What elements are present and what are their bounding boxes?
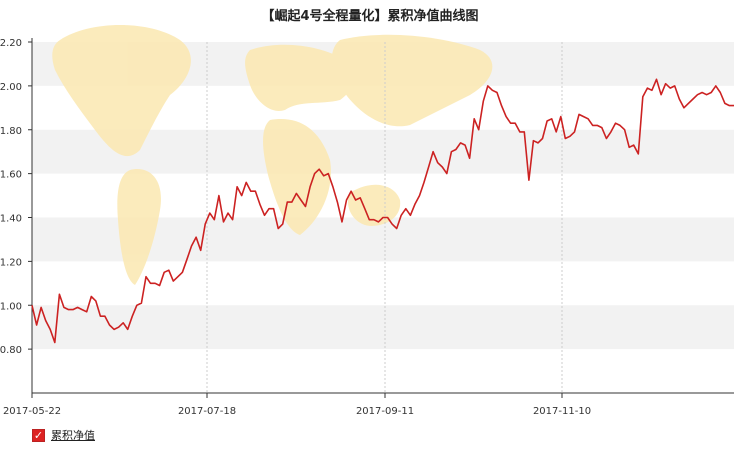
y-tick-label: 1.20 <box>0 257 22 268</box>
chart-title: 【崛起4号全程量化】累积净值曲线图 <box>261 8 478 24</box>
series-line-nav <box>31 78 734 344</box>
y-tick-labels: 0.80 1.00 1.20 1.40 1.60 1.80 2.00 2.20 <box>0 38 32 356</box>
legend-checkbox-icon[interactable]: ✓ <box>32 428 45 442</box>
legend[interactable]: ✓ 累积净值 <box>32 427 95 443</box>
y-tick-label: 1.40 <box>0 214 22 225</box>
y-tick-label: 1.60 <box>0 170 22 181</box>
axes <box>31 38 734 394</box>
x-tick-label: 2017-05-22 <box>3 406 61 417</box>
y-tick-label: 2.20 <box>0 38 22 49</box>
x-tick-labels: 2017-05-22 2017-07-18 2017-09-11 2017-11-10 <box>3 393 591 417</box>
legend-label[interactable]: 累积净值 <box>51 429 95 442</box>
x-tick-label: 2017-11-10 <box>533 406 591 417</box>
grid-lines <box>206 42 563 393</box>
grid-band <box>32 305 734 350</box>
world-map-watermark <box>52 25 493 285</box>
y-tick-label: 2.00 <box>0 82 22 93</box>
grid-band <box>32 129 734 174</box>
x-tick-label: 2017-09-11 <box>356 406 414 417</box>
y-tick-label: 1.00 <box>0 301 22 312</box>
x-tick-label: 2017-07-18 <box>178 406 236 417</box>
y-tick-label: 1.80 <box>0 126 22 137</box>
y-tick-label: 0.80 <box>0 345 22 356</box>
